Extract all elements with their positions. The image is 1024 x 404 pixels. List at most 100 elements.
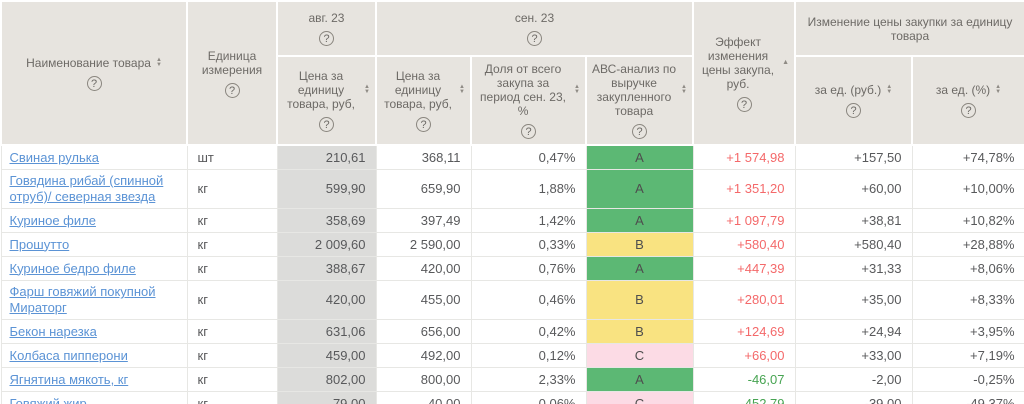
effect-cell: +1 097,79 (692, 208, 796, 233)
sep-price-cell: 455,00 (375, 280, 472, 320)
product-link[interactable]: Фарш говяжий покупной Мираторг (9, 284, 156, 315)
aug-price-cell: 358,69 (276, 208, 377, 233)
help-icon[interactable]: ? (846, 103, 861, 118)
product-name-cell: Фарш говяжий покупной Мираторг (0, 280, 188, 320)
sort-icon[interactable]: ▲ ▼ (995, 84, 1002, 95)
sort-icon[interactable]: ▲ ▼ (574, 84, 580, 95)
col-header-unit-label: Единица измерения (201, 48, 263, 77)
change-rub-cell: +38,81 (794, 208, 913, 233)
col-header-sep-price[interactable]: Цена за единицу товара, руб, ▲ ▼ ? (375, 55, 472, 146)
change-rub-cell: -2,00 (794, 367, 913, 392)
product-link[interactable]: Колбаса пипперони (9, 347, 128, 363)
product-link[interactable]: Прошутто (9, 236, 70, 252)
table-row: Фарш говяжий покупной Мираторг кг 420,00… (0, 280, 1024, 320)
product-link[interactable]: Свиная рулька (9, 149, 99, 165)
aug-price-cell: 420,00 (276, 280, 377, 320)
sep-price-cell: 659,90 (375, 169, 472, 209)
col-header-abc[interactable]: АВС-анализ по выручке закупленного товар… (585, 55, 694, 146)
help-icon[interactable]: ? (736, 96, 752, 112)
table-row: Прошутто кг 2 009,60 2 590,00 0,33% B +5… (0, 232, 1024, 257)
change-pct-cell: +8,06% (911, 256, 1024, 281)
abc-badge-cell: B (585, 280, 694, 320)
product-link[interactable]: Бекон нарезка (9, 323, 97, 339)
sort-icon[interactable]: ▲ ▼ (155, 56, 162, 68)
change-pct-cell: -49,37% (911, 391, 1024, 404)
product-link[interactable]: Говядина рибай (спинной отруб)/ северная… (9, 173, 164, 204)
col-header-abc-label: АВС-анализ по выручке закупленного товар… (592, 62, 676, 118)
change-pct-cell: +3,95% (911, 319, 1024, 344)
effect-cell: +447,39 (692, 256, 796, 281)
product-name-cell: Прошутто (0, 232, 188, 257)
sort-icon[interactable]: ▲ ▼ (459, 84, 465, 95)
sep-price-cell: 397,49 (375, 208, 472, 233)
change-rub-cell: +580,40 (794, 232, 913, 257)
change-rub-cell: -39,00 (794, 391, 913, 404)
sort-icon[interactable]: ▲ ▼ (886, 84, 893, 95)
aug-price-cell: 210,61 (276, 144, 377, 170)
col-header-effect[interactable]: Эффект изменения цены закупа, руб. ▲ ? (692, 0, 796, 146)
group-header-price-change: Изменение цены закупки за единицу товара (794, 0, 1024, 57)
product-name-cell: Говядина рибай (спинной отруб)/ северная… (0, 169, 188, 209)
sort-icon[interactable]: ▲ ▼ (364, 84, 370, 95)
col-header-product-name[interactable]: Наименование товара ▲ ▼ ? (0, 0, 188, 146)
unit-cell: шт (186, 144, 278, 170)
table-row: Говядина рибай (спинной отруб)/ северная… (0, 169, 1024, 209)
share-cell: 0,76% (470, 256, 587, 281)
share-cell: 2,33% (470, 367, 587, 392)
product-link[interactable]: Ягнятина мякоть, кг (9, 371, 129, 387)
share-cell: 0,06% (470, 391, 587, 404)
effect-cell: +124,69 (692, 319, 796, 344)
table-row: Свиная рулька шт 210,61 368,11 0,47% A +… (0, 144, 1024, 170)
product-name-cell: Говяжий жир (0, 391, 188, 404)
help-icon[interactable]: ? (319, 117, 334, 132)
col-header-sep-price-label: Цена за единицу товара, руб, (384, 69, 452, 111)
sep-price-cell: 492,00 (375, 343, 472, 368)
col-header-change-rub[interactable]: за ед. (руб.) ▲ ▼ ? (794, 55, 913, 146)
share-cell: 1,88% (470, 169, 587, 209)
help-icon[interactable]: ? (319, 31, 334, 46)
col-header-change-pct[interactable]: за ед. (%) ▲ ▼ ? (911, 55, 1024, 146)
unit-cell: кг (186, 343, 278, 368)
col-header-share[interactable]: Доля от всего закупа за период сен. 23, … (470, 55, 587, 146)
col-header-unit[interactable]: Единица измерения ? (186, 0, 278, 146)
aug-price-cell: 599,90 (276, 169, 377, 209)
sep-price-cell: 2 590,00 (375, 232, 472, 257)
abc-badge-cell: A (585, 169, 694, 209)
change-rub-cell: +157,50 (794, 144, 913, 170)
product-link[interactable]: Куриное бедро филе (9, 260, 136, 276)
help-icon[interactable]: ? (86, 75, 102, 91)
share-cell: 0,12% (470, 343, 587, 368)
abc-badge-cell: A (585, 256, 694, 281)
change-pct-cell: -0,25% (911, 367, 1024, 392)
col-header-aug-price[interactable]: Цена за единицу товара, руб, ▲ ▼ ? (276, 55, 377, 146)
unit-cell: кг (186, 319, 278, 344)
aug-price-cell: 459,00 (276, 343, 377, 368)
help-icon[interactable]: ? (527, 31, 542, 46)
change-pct-cell: +10,00% (911, 169, 1024, 209)
product-link[interactable]: Говяжий жир (9, 395, 87, 404)
product-name-cell: Свиная рулька (0, 144, 188, 170)
change-rub-cell: +33,00 (794, 343, 913, 368)
share-cell: 0,47% (470, 144, 587, 170)
product-name-cell: Ягнятина мякоть, кг (0, 367, 188, 392)
table-row: Куриное филе кг 358,69 397,49 1,42% A +1… (0, 208, 1024, 233)
table-body: Свиная рулька шт 210,61 368,11 0,47% A +… (0, 144, 1024, 404)
help-icon[interactable]: ? (961, 103, 976, 118)
change-rub-cell: +35,00 (794, 280, 913, 320)
sep-price-cell: 420,00 (375, 256, 472, 281)
group-header-price-change-label: Изменение цены закупки за единицу товара (807, 14, 1013, 43)
abc-badge-cell: C (585, 343, 694, 368)
product-name-cell: Куриное филе (0, 208, 188, 233)
effect-cell: +1 574,98 (692, 144, 796, 170)
sort-icon[interactable]: ▲ ▼ (681, 84, 687, 95)
help-icon[interactable]: ? (224, 82, 240, 98)
help-icon[interactable]: ? (521, 124, 536, 139)
product-link[interactable]: Куриное филе (9, 212, 96, 228)
help-icon[interactable]: ? (416, 117, 431, 132)
change-rub-cell: +60,00 (794, 169, 913, 209)
help-icon[interactable]: ? (632, 124, 647, 139)
change-pct-cell: +8,33% (911, 280, 1024, 320)
share-cell: 1,42% (470, 208, 587, 233)
sort-ascending-icon[interactable]: ▲ (782, 58, 789, 66)
